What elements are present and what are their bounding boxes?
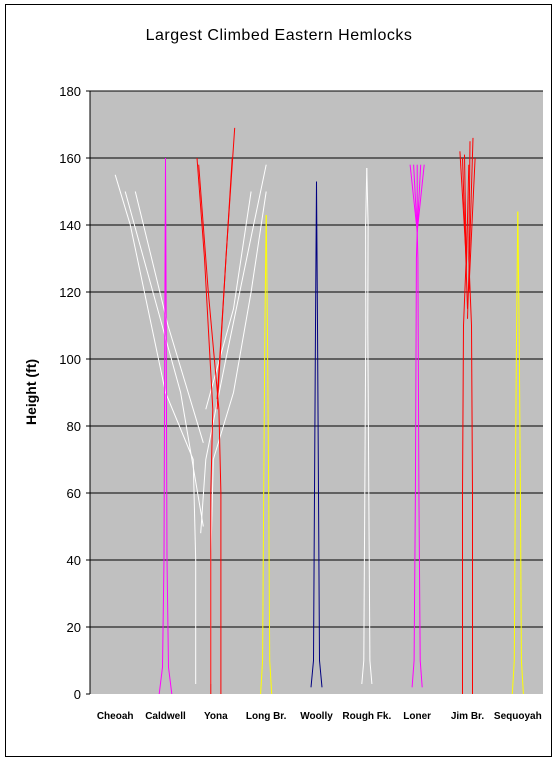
series-line [216,157,233,400]
series-caldwell [158,157,173,695]
x-tick-label: Loner [403,711,431,722]
y-tick-label: 20 [67,620,81,635]
series-line [361,167,368,685]
x-tick-label: Cheoah [97,711,134,722]
series-line [413,164,418,232]
series-line [416,164,425,232]
series-line [196,157,214,694]
series-line [409,164,418,232]
y-tick-label: 40 [67,553,81,568]
chart-title: Largest Climbed Eastern Hemlocks [146,27,413,44]
series-layer [114,127,524,695]
series-sequoyah [511,211,524,695]
x-tick-label: Rough Fk. [342,711,391,722]
series-line [198,164,222,694]
y-tick-label: 100 [59,352,81,367]
series-line [114,174,197,684]
series-long-br [260,214,273,695]
series-line [260,214,267,695]
y-tick-label: 120 [59,285,81,300]
series-woolly [310,181,323,688]
series-line [464,154,467,259]
series-line [462,258,467,694]
series-line [462,157,468,309]
series-line [310,181,317,688]
x-tick-label: Yona [204,711,228,722]
series-line [468,258,473,694]
y-axis-ticks: 0 20 40 60 80 100 120 140 160 180 [59,84,91,702]
x-tick-label: Woolly [300,711,333,722]
x-tick-label: Long Br. [246,711,287,722]
y-tick-label: 60 [67,486,81,501]
y-tick-label: 160 [59,151,81,166]
series-line [416,231,423,688]
series-line [265,214,273,695]
series-line [416,164,422,232]
series-line [200,164,267,534]
series-line [165,157,173,695]
series-line [468,157,476,293]
y-tick-label: 0 [74,687,81,702]
series-line [134,191,204,443]
series-line [366,167,373,685]
series-line [316,181,323,688]
plot-area [90,91,543,694]
y-tick-label: 180 [59,84,81,99]
x-tick-label: Sequoyah [494,711,542,722]
y-tick-label: 140 [59,218,81,233]
x-tick-label: Jim Br. [451,711,485,722]
series-cheoah [114,164,267,684]
series-line [465,164,470,276]
series-line [124,191,204,527]
series-line [517,211,524,695]
x-tick-label: Caldwell [145,711,186,722]
series-rough-fk [361,167,373,685]
series-line [205,191,252,410]
series-jim-br [459,137,476,694]
y-axis-label: Height (ft) [23,359,39,425]
series-loner [409,164,425,688]
series-line [411,231,418,688]
series-line [511,211,519,695]
series-line [468,141,471,259]
series-line [467,137,474,319]
series-yona [196,127,236,694]
y-tick-label: 80 [67,419,81,434]
x-axis-labels: Cheoah Caldwell Yona Long Br. Woolly Rough Fk… [97,711,542,722]
